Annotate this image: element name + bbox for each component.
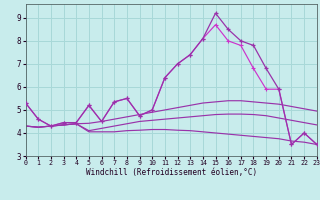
X-axis label: Windchill (Refroidissement éolien,°C): Windchill (Refroidissement éolien,°C) [86,168,257,177]
